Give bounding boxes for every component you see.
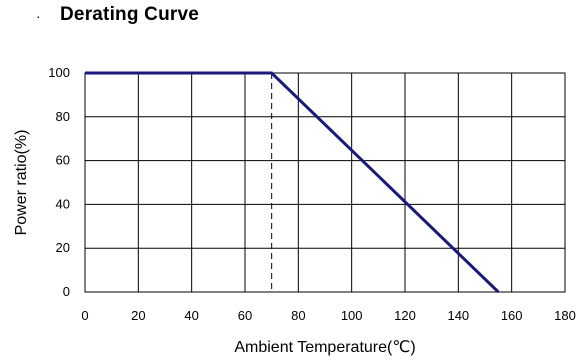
- y-tick-labels: 0 20 40 60 80 100: [48, 65, 70, 299]
- y-axis-label: Power ratio(%): [13, 130, 30, 236]
- x-tick-label-160: 160: [501, 308, 523, 323]
- y-tick-label-40: 40: [56, 196, 70, 211]
- grid: [85, 73, 565, 292]
- x-tick-label-0: 0: [81, 308, 88, 323]
- series: [85, 71, 500, 294]
- y-tick-label-20: 20: [56, 240, 70, 255]
- chart-title: Derating Curve: [60, 4, 200, 25]
- y-tick-label-0: 0: [63, 284, 70, 299]
- x-tick-labels: 0 20 40 60 80 100 120 140 160 180: [81, 308, 575, 323]
- plot-frame: [84, 72, 566, 293]
- x-tick-label-60: 60: [238, 308, 252, 323]
- x-axis-label: Ambient Temperature(℃): [234, 339, 415, 356]
- x-tick-label-180: 180: [554, 308, 576, 323]
- x-tick-label-80: 80: [291, 308, 305, 323]
- x-tick-label-40: 40: [184, 308, 198, 323]
- y-tick-label-60: 60: [56, 153, 70, 168]
- y-tick-label-100: 100: [48, 65, 70, 80]
- x-tick-label-140: 140: [447, 308, 469, 323]
- derating-curve-line: [85, 71, 500, 294]
- title-bullet: ·: [36, 8, 41, 24]
- y-tick-label-80: 80: [56, 109, 70, 124]
- x-tick-label-20: 20: [131, 308, 145, 323]
- x-tick-label-120: 120: [394, 308, 416, 323]
- x-tick-label-100: 100: [341, 308, 363, 323]
